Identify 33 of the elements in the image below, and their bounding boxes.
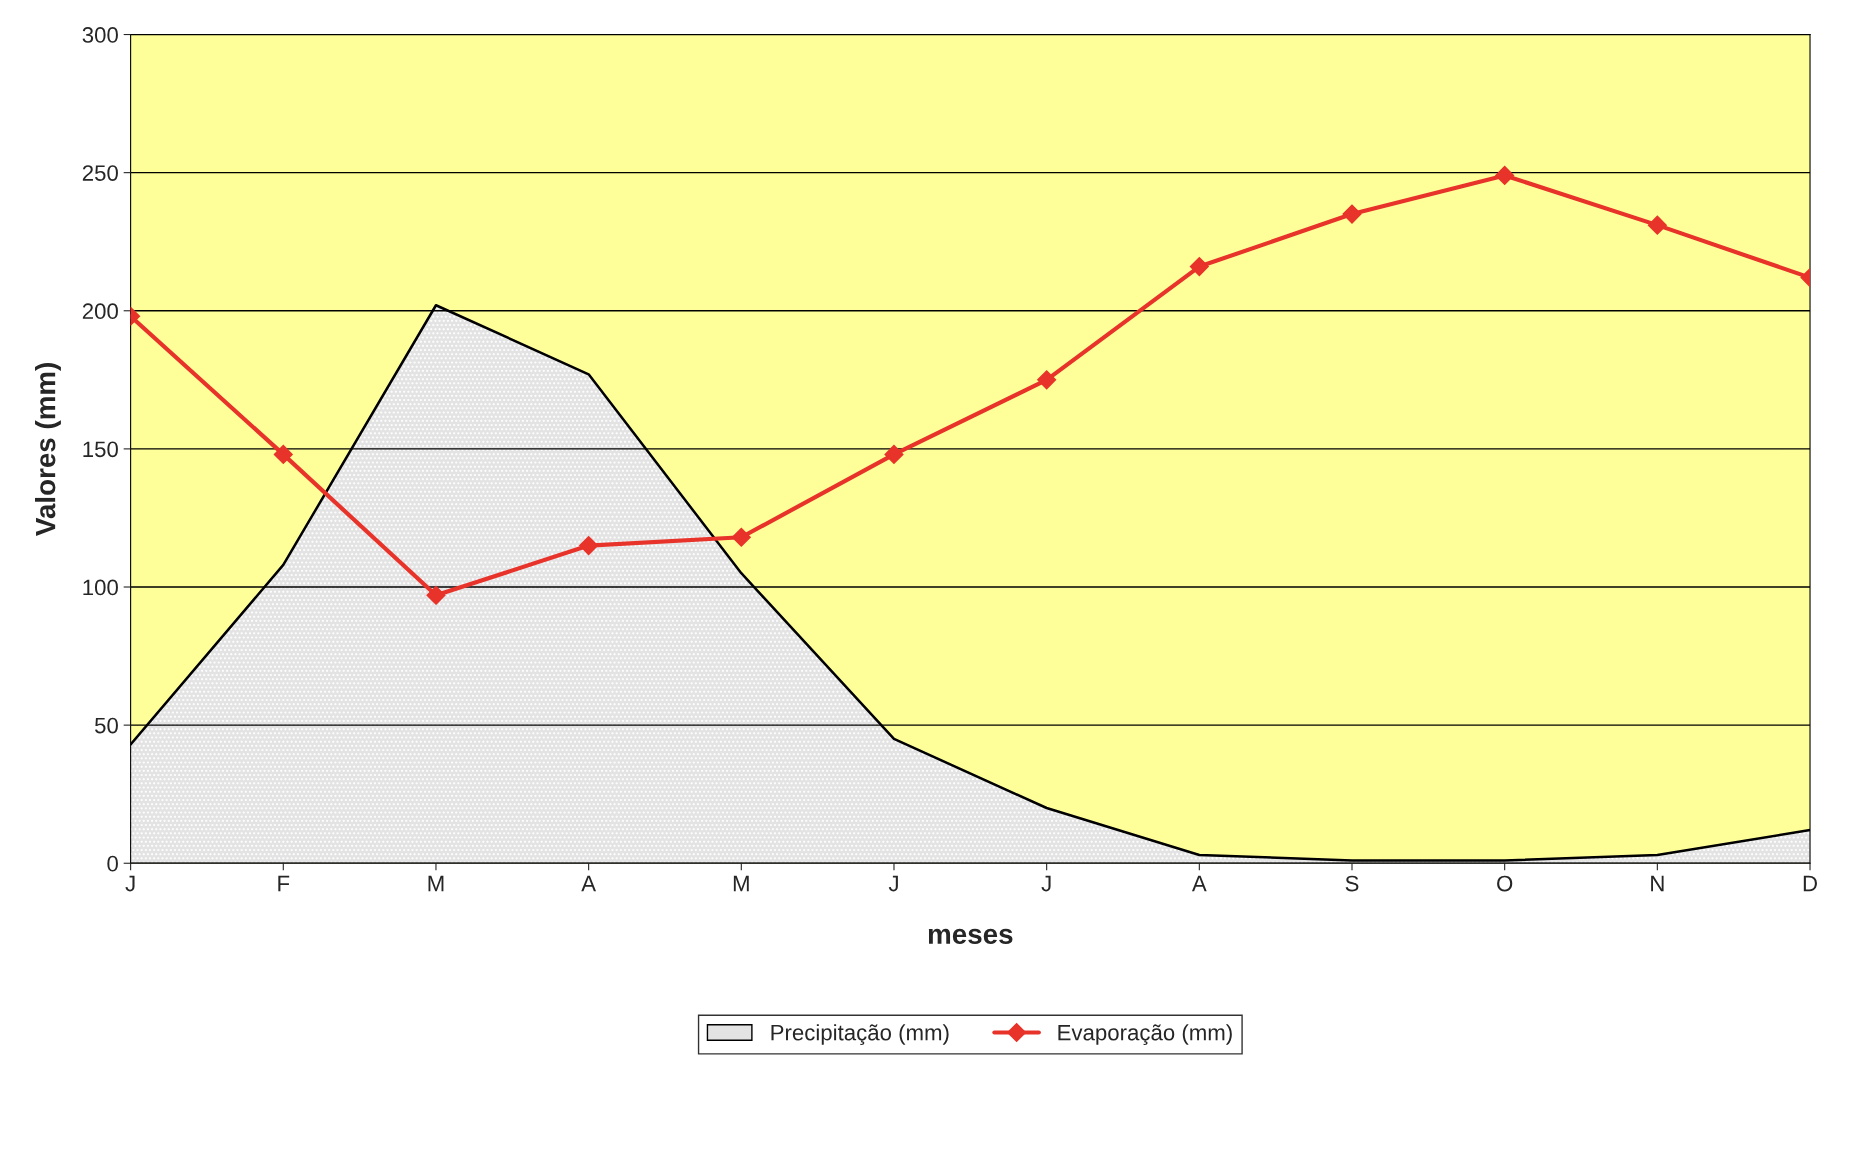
point xyxy=(579,536,599,556)
legend-label: Evaporação (mm) xyxy=(1058,1024,1232,1045)
point xyxy=(1647,215,1667,235)
x-tick-label: J xyxy=(888,875,898,892)
y-tick-label: 100 xyxy=(83,579,118,596)
y-axis-title: Valores (mm) xyxy=(35,363,61,536)
point xyxy=(1495,165,1515,185)
x-tick-label: J xyxy=(1041,875,1051,892)
x-tick-label: S xyxy=(1345,875,1359,892)
legend-label: Precipitação (mm) xyxy=(771,1024,949,1045)
y-tick-label: 200 xyxy=(82,303,118,320)
x-tick-label: M xyxy=(733,875,749,892)
point xyxy=(731,527,751,547)
y-tick-label: 50 xyxy=(94,717,118,734)
x-tick-label: J xyxy=(125,875,135,892)
point xyxy=(273,444,293,464)
x-tick-label: M xyxy=(428,875,444,892)
point xyxy=(1342,204,1362,224)
y-tick-label: 250 xyxy=(82,165,118,181)
y-tick-label: 0 xyxy=(107,855,118,872)
x-tick-label: O xyxy=(1497,875,1513,892)
y-tick-label: 150 xyxy=(83,441,118,458)
y-tick-label: 300 xyxy=(82,27,118,43)
point xyxy=(884,444,904,464)
x-tick-label: A xyxy=(1191,875,1207,892)
x-tick-label: N xyxy=(1651,875,1664,892)
x-tick-label: F xyxy=(278,875,290,892)
x-tick-label: A xyxy=(581,875,596,892)
point xyxy=(426,585,446,605)
point xyxy=(1189,257,1209,277)
point xyxy=(1037,370,1057,390)
x-tick-label: D xyxy=(1803,875,1817,892)
x-axis-title: meses xyxy=(928,928,1013,944)
